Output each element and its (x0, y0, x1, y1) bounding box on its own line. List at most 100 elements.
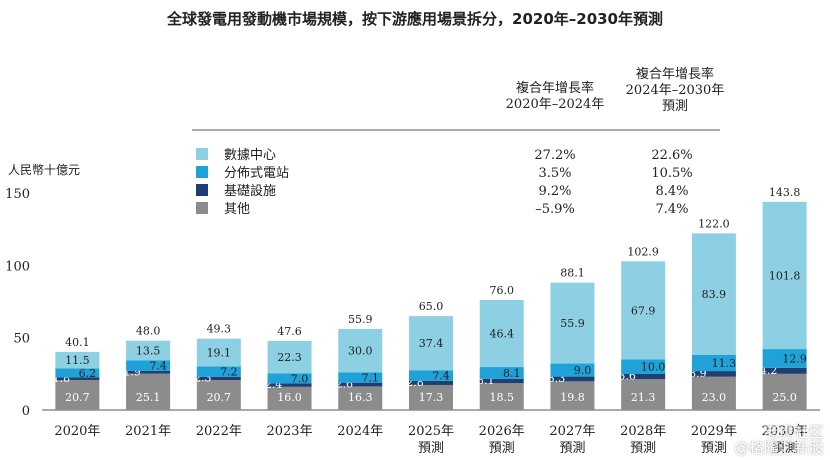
total-label: 88.1 (560, 267, 585, 280)
data-label: 13.5 (136, 344, 161, 357)
bar-segment (691, 354, 736, 372)
data-label: 10.0 (641, 361, 666, 374)
cagr-header: 複合年增長率 (636, 66, 714, 82)
cagr-header: 2024年–2030年 (626, 83, 725, 98)
data-label: 67.9 (631, 304, 656, 317)
total-label: 102.9 (627, 245, 659, 258)
x-tick-label: 預測 (489, 441, 515, 456)
cagr-value-2024-2030: 10.5% (651, 166, 692, 181)
data-label: 25.1 (136, 391, 161, 404)
bar-segment (267, 383, 312, 387)
bar-segment (621, 373, 666, 380)
x-tick-label: 2028年 (620, 424, 666, 439)
total-label: 40.1 (65, 336, 90, 349)
watermark-line-2: @格隆汇新股 (733, 439, 824, 457)
bar-segment (196, 338, 241, 367)
data-label: 101.8 (769, 269, 801, 282)
cagr-header: 預測 (662, 99, 688, 114)
total-label: 65.0 (419, 300, 444, 313)
x-tick-label: 預測 (630, 441, 656, 456)
bar-segment (762, 201, 807, 350)
data-label: 30.0 (348, 345, 373, 358)
x-tick-label: 2030年 (762, 424, 808, 439)
bar-segment (338, 382, 383, 387)
bar-segment (267, 340, 312, 374)
bar-segment (55, 351, 100, 369)
bar-segment (55, 380, 100, 410)
total-label: 143.8 (769, 186, 801, 199)
bar-segment (338, 328, 383, 373)
total-label: 48.0 (136, 325, 161, 338)
bar-segment (621, 359, 666, 374)
y-tick-label: 50 (13, 332, 30, 347)
x-tick-label: 2026年 (479, 424, 525, 439)
y-axis-label: 人民幣十億元 (8, 163, 80, 177)
data-label: 20.7 (207, 391, 232, 404)
bar-segment (196, 366, 241, 377)
bar-segment (409, 316, 453, 371)
x-tick-label: 預測 (418, 441, 444, 456)
bar-segment (196, 380, 241, 410)
x-tick-label: 2021年 (125, 424, 171, 439)
bar-segment (409, 384, 453, 410)
bar-segment (479, 383, 524, 410)
chart-title: 全球發電用發動機市場規模，按下游應用場景拆分，2020年–2030年預測 (166, 10, 663, 28)
data-label: 18.5 (489, 391, 514, 404)
legend-label: 分佈式電站 (224, 165, 289, 181)
total-label: 122.0 (698, 217, 730, 230)
x-tick-label: 預測 (559, 441, 585, 456)
bar-segment (621, 261, 666, 360)
bar-segment (126, 340, 171, 361)
data-label: 21.3 (631, 391, 656, 404)
data-label: 9.0 (574, 364, 592, 377)
bar-segment (691, 376, 736, 410)
data-label: 17.3 (419, 391, 444, 404)
bar-segment (126, 360, 171, 371)
data-label: 55.9 (560, 317, 585, 330)
bar-segment (267, 386, 312, 410)
legend-swatch (196, 148, 208, 160)
bar-segment (762, 349, 807, 368)
data-label: 20.7 (65, 391, 90, 404)
bar-segment (550, 363, 595, 377)
bar-segment (762, 367, 807, 374)
data-label: 7.2 (220, 366, 238, 379)
bar-segment (691, 371, 736, 377)
bar-segment (691, 233, 736, 355)
bar-segment (550, 381, 595, 410)
data-label: 19.1 (207, 346, 232, 359)
bar-segment (338, 372, 383, 383)
total-label: 47.6 (277, 325, 302, 338)
cagr-value-2020-2024: –5.9% (535, 202, 575, 217)
data-label: 16.0 (277, 391, 302, 404)
data-label: 23.0 (702, 391, 727, 404)
cagr-value-2024-2030: 8.4% (655, 184, 688, 199)
data-label: 7.4 (432, 370, 450, 383)
bar-segment (479, 367, 524, 379)
legend-label: 其他 (224, 202, 250, 217)
cagr-value-2020-2024: 27.2% (534, 148, 575, 163)
cagr-value-2020-2024: 3.5% (538, 166, 571, 181)
y-tick-label: 0 (22, 404, 30, 419)
x-tick-label: 預測 (772, 441, 798, 456)
cagr-header: 2020年–2024年 (506, 97, 605, 112)
x-tick-label: 2020年 (54, 424, 100, 439)
x-tick-label: 2022年 (196, 424, 242, 439)
data-label: 7.0 (291, 372, 309, 385)
data-label: 12.9 (782, 352, 807, 365)
bar-segment (267, 373, 312, 384)
legend-swatch (196, 184, 208, 196)
x-tick-label: 2027年 (549, 424, 595, 439)
bar-segment (550, 282, 595, 364)
x-tick-label: 預測 (701, 441, 727, 456)
data-label: 25.0 (772, 391, 797, 404)
cagr-value-2024-2030: 7.4% (655, 202, 688, 217)
x-tick-label: 2025年 (408, 424, 454, 439)
total-label: 49.3 (207, 323, 232, 336)
x-tick-label: 2023年 (266, 424, 312, 439)
y-tick-label: 100 (5, 259, 30, 274)
bar-segment (55, 377, 100, 381)
data-label: 83.9 (702, 288, 727, 301)
bar-segment (126, 370, 171, 374)
